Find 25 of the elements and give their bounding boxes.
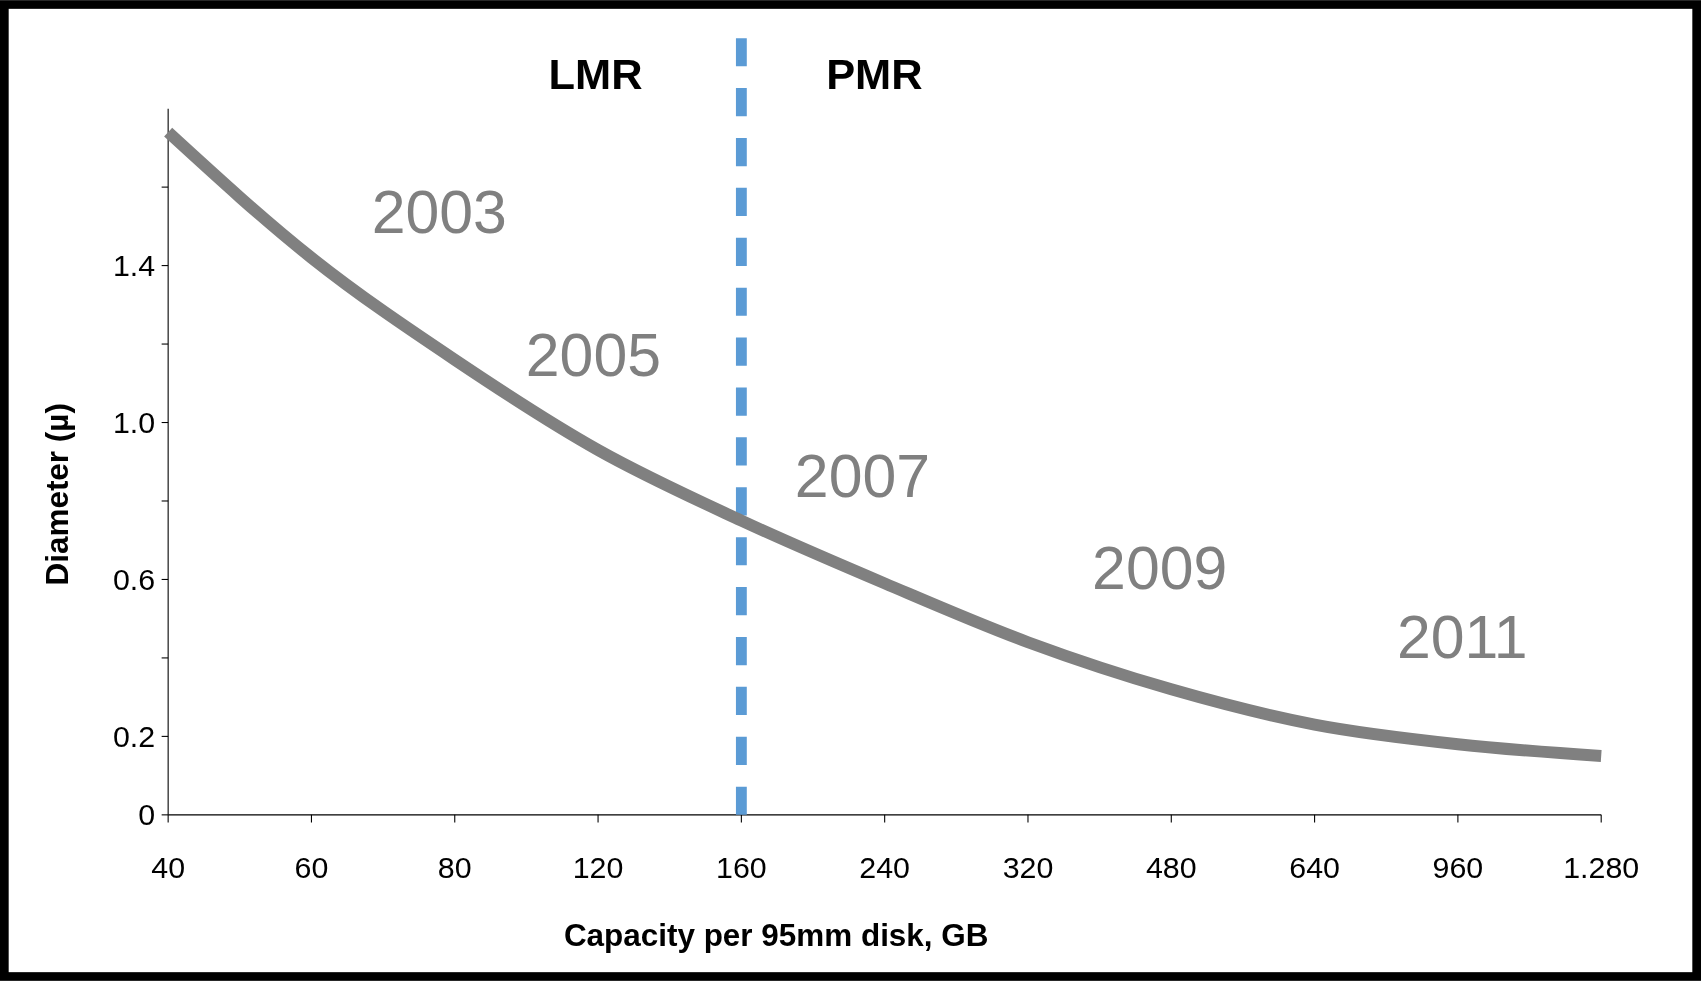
x-tick-label: 240 <box>859 850 910 884</box>
annotation: 2011 <box>1397 603 1528 672</box>
text: LMR <box>548 50 643 99</box>
x-tick-label: 640 <box>1289 850 1340 884</box>
annotation: 2003 <box>371 177 507 246</box>
x-tick-label: 960 <box>1432 850 1484 884</box>
y-axis-title: Diameter (µ) <box>40 403 76 586</box>
annotation: 2009 <box>1092 533 1228 602</box>
x-tick-label: 320 <box>1002 850 1054 884</box>
x-axis-title: Capacity per 95mm disk, GB <box>563 918 989 954</box>
x-tick-label: 60 <box>294 850 329 884</box>
x-tick-label: 120 <box>572 850 624 884</box>
annotation: 2005 <box>525 321 661 390</box>
y-tick-label: 1.4 <box>112 249 156 283</box>
y-tick-label: 0.2 <box>112 720 156 754</box>
x-tick-label: 40 <box>151 850 186 884</box>
x-tick-label: 80 <box>437 850 472 884</box>
y-tick-label: 0.6 <box>112 563 156 597</box>
x-tick-label: 160 <box>716 850 767 884</box>
text: PMR <box>826 50 923 99</box>
y-tick-label: 1.0 <box>112 406 156 440</box>
y-tick-label: 0 <box>138 798 156 832</box>
x-tick-label: 1.280 <box>1563 850 1640 884</box>
annotation: 2007 <box>794 441 931 510</box>
x-tick-label: 480 <box>1145 850 1197 884</box>
